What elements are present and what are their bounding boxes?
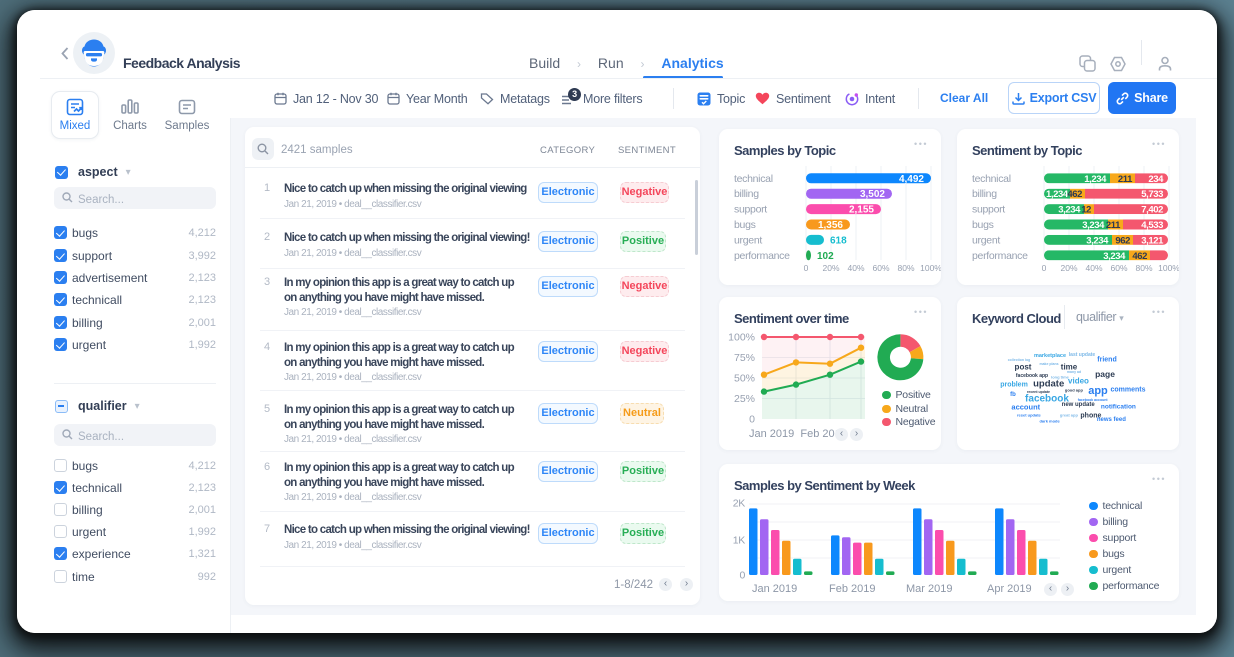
svg-text:bugs: bugs: [972, 219, 994, 231]
svg-text:urgent: urgent: [734, 234, 762, 246]
svg-text:4,492: 4,492: [899, 174, 924, 185]
svg-text:100%: 100%: [920, 263, 941, 273]
svg-text:60%: 60%: [1110, 263, 1127, 273]
svg-text:80%: 80%: [897, 263, 914, 273]
svg-text:102: 102: [817, 251, 834, 262]
svg-text:0: 0: [804, 263, 809, 273]
svg-text:25%: 25%: [734, 393, 755, 405]
svg-text:billing: billing: [734, 188, 759, 200]
svg-text:60%: 60%: [872, 263, 889, 273]
svg-text:performance: performance: [972, 250, 1028, 262]
svg-text:100%: 100%: [1158, 263, 1179, 273]
svg-text:12: 12: [1081, 205, 1091, 216]
svg-text:3,121: 3,121: [1141, 235, 1164, 246]
svg-text:urgent: urgent: [972, 234, 1000, 246]
svg-text:bugs: bugs: [734, 219, 756, 231]
svg-text:80%: 80%: [1135, 263, 1152, 273]
svg-text:1,234: 1,234: [1046, 189, 1069, 200]
svg-text:75%: 75%: [734, 352, 755, 364]
svg-text:4,533: 4,533: [1141, 220, 1163, 231]
svg-text:40%: 40%: [1085, 263, 1102, 273]
svg-text:50%: 50%: [734, 373, 755, 385]
svg-text:40%: 40%: [847, 263, 864, 273]
svg-text:support: support: [972, 204, 1005, 216]
svg-text:3,502: 3,502: [860, 189, 885, 200]
svg-text:3,234: 3,234: [1086, 235, 1109, 246]
svg-text:0: 0: [739, 570, 745, 582]
svg-text:3,234: 3,234: [1103, 251, 1126, 262]
svg-text:support: support: [734, 204, 767, 216]
svg-text:technical: technical: [734, 173, 773, 185]
svg-text:3,234: 3,234: [1082, 220, 1105, 231]
svg-text:1,234: 1,234: [1084, 174, 1107, 185]
svg-text:0: 0: [1042, 263, 1047, 273]
svg-text:1,356: 1,356: [818, 220, 843, 231]
svg-text:462: 462: [1067, 189, 1082, 200]
svg-text:234: 234: [1148, 174, 1164, 185]
svg-text:technical: technical: [972, 173, 1011, 185]
svg-text:1K: 1K: [733, 535, 746, 547]
svg-text:20%: 20%: [822, 263, 839, 273]
svg-text:5,733: 5,733: [1141, 189, 1163, 200]
svg-text:618: 618: [830, 235, 847, 246]
svg-text:962: 962: [1115, 235, 1130, 246]
svg-text:2K: 2K: [733, 498, 746, 510]
svg-text:211: 211: [1118, 174, 1133, 185]
svg-text:2,155: 2,155: [849, 205, 874, 216]
svg-text:211: 211: [1106, 220, 1121, 231]
svg-text:performance: performance: [734, 250, 790, 262]
svg-text:3,234: 3,234: [1058, 205, 1081, 216]
svg-text:7,402: 7,402: [1141, 205, 1163, 216]
svg-text:billing: billing: [972, 188, 997, 200]
svg-text:0: 0: [749, 414, 755, 426]
svg-text:462: 462: [1132, 251, 1147, 262]
svg-text:20%: 20%: [1060, 263, 1077, 273]
svg-text:100%: 100%: [728, 332, 755, 344]
